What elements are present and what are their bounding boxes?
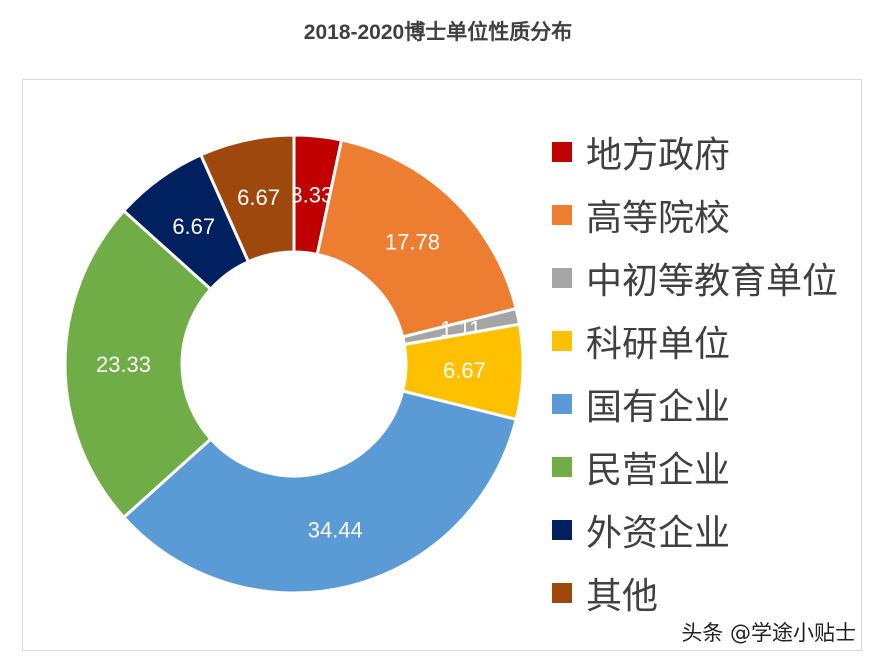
legend-label: 国有企业	[586, 386, 731, 428]
legend-label: 民营企业	[586, 449, 731, 491]
legend-swatch	[552, 393, 572, 414]
legend-item: 外资企业	[552, 498, 838, 561]
legend-label: 外资企业	[586, 512, 731, 554]
legend-item: 科研单位	[552, 309, 838, 372]
legend-item: 中初等教育单位	[552, 246, 838, 309]
slice-1	[315, 138, 519, 339]
data-label: 6.67	[443, 358, 486, 383]
legend-item: 高等院校	[552, 183, 838, 246]
chart-frame	[22, 79, 862, 651]
watermark: 头条 @学途小贴士	[681, 621, 856, 645]
legend-swatch	[552, 141, 572, 162]
legend-label: 地方政府	[586, 134, 731, 176]
legend-swatch	[552, 330, 572, 351]
legend-swatch	[552, 204, 572, 225]
legend-item: 地方政府	[552, 120, 838, 183]
legend-label: 科研单位	[586, 323, 731, 365]
legend-swatch	[552, 267, 572, 288]
legend-label: 高等院校	[586, 197, 731, 239]
data-label: 34.44	[308, 517, 363, 542]
legend-label: 其他	[586, 575, 659, 617]
data-label: 6.67	[237, 185, 280, 210]
data-label: 17.78	[385, 229, 440, 254]
legend-swatch	[552, 519, 572, 540]
legend-item: 民营企业	[552, 435, 838, 498]
legend-swatch	[552, 582, 572, 603]
slice-5	[63, 208, 213, 520]
legend-swatch	[552, 456, 572, 477]
data-label: 3.33	[290, 182, 333, 207]
chart-title: 2018-2020博士单位性质分布	[303, 21, 573, 44]
data-label: 6.67	[172, 214, 215, 239]
legend-item: 国有企业	[552, 372, 838, 435]
legend-label: 中初等教育单位	[586, 260, 839, 302]
legend: 地方政府高等院校中初等教育单位 科研单位国有企业民营企业外资企业其他	[552, 120, 838, 624]
data-label: 23.33	[96, 352, 151, 377]
legend-item: 其他	[552, 561, 838, 624]
slice-7	[198, 133, 296, 264]
slice-4	[121, 389, 519, 595]
